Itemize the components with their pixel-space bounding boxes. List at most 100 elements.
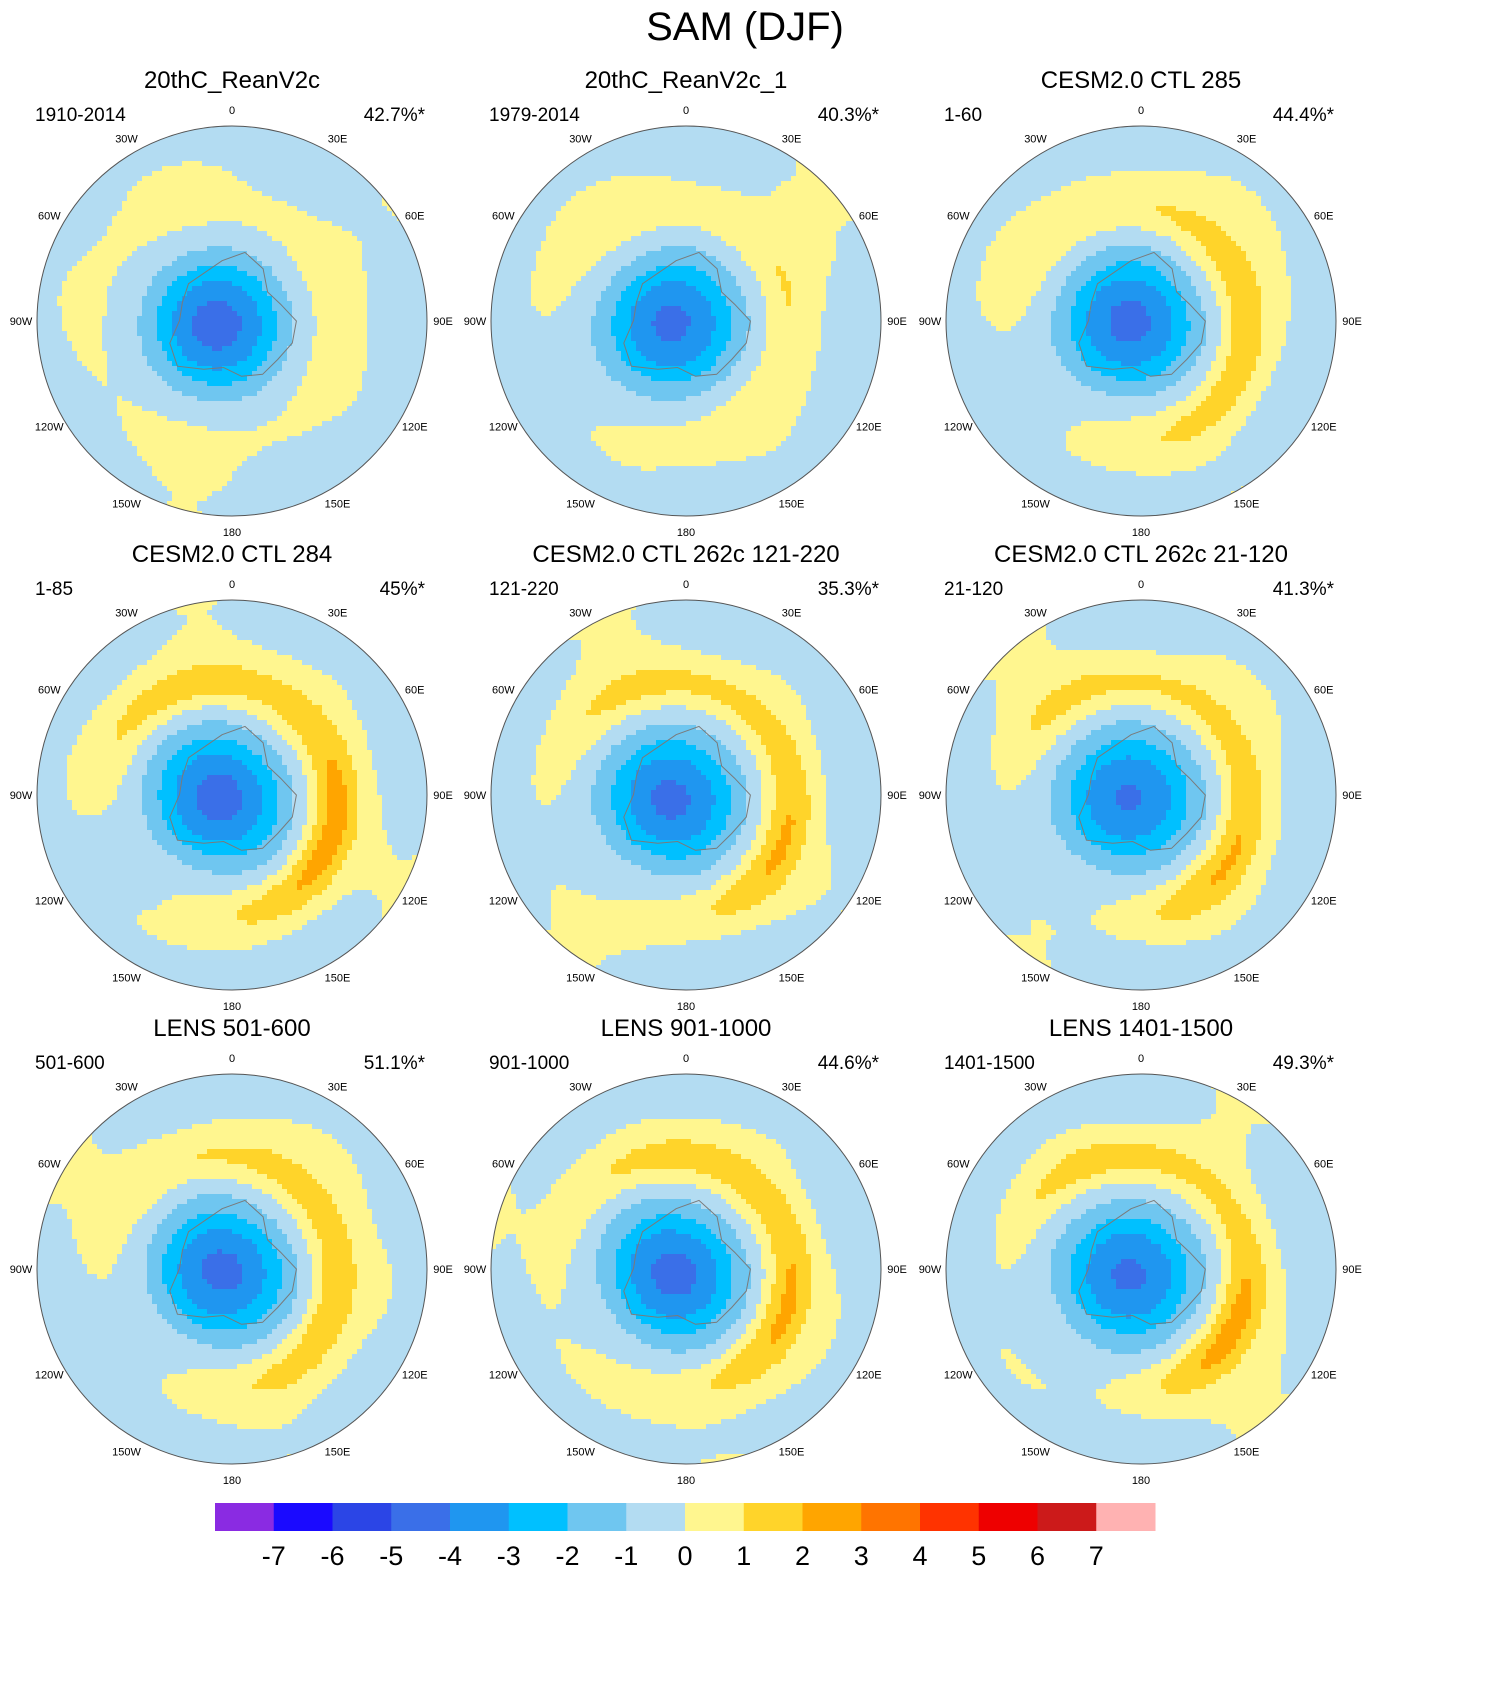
- longitude-label: 60E: [859, 211, 879, 223]
- longitude-label: 120W: [489, 1370, 518, 1382]
- map-boundary: [490, 1073, 882, 1465]
- longitude-label: 60E: [1314, 211, 1334, 223]
- longitude-label: 90E: [887, 316, 907, 328]
- longitude-label: 30E: [328, 607, 348, 619]
- sam-field: [491, 600, 881, 990]
- longitude-label: 30W: [569, 133, 592, 145]
- panel-period: 901-1000: [489, 1053, 569, 1074]
- longitude-label: 90W: [464, 790, 487, 802]
- longitude-label: 60W: [38, 1159, 61, 1171]
- longitude-label: 120W: [489, 422, 518, 434]
- longitude-label: 60W: [492, 685, 515, 697]
- longitude-label: 120W: [35, 1370, 64, 1382]
- antarctica-coastline: [1078, 251, 1206, 377]
- colorbar-label: 2: [795, 1541, 810, 1571]
- longitude-label: 120E: [1311, 422, 1337, 434]
- panel-variance: 40.3%*: [818, 105, 880, 126]
- longitude-label: 60W: [947, 211, 970, 223]
- longitude-label: 150E: [1234, 1447, 1260, 1459]
- longitude-label: 30W: [115, 607, 138, 619]
- colorbar-label: 6: [1030, 1541, 1045, 1571]
- colorbar: -7 -6 -5 -4 -3 -2 -1 0 1 2 3 4 5 6 7: [215, 1503, 1156, 1571]
- panel-variance: 45%*: [380, 579, 426, 600]
- panel-title: LENS 901-1000: [601, 1015, 772, 1042]
- antarctica-coastline: [623, 1199, 751, 1325]
- panel-period: 1-60: [944, 105, 982, 126]
- panel-title: 20thC_ReanV2c: [144, 67, 320, 94]
- colorbar-label: -3: [497, 1541, 521, 1571]
- longitude-label: 120W: [944, 422, 973, 434]
- panels-grid: 20thC_ReanV2c 1910-2014 42.7%* 0 30E 60E 90E 12…: [10, 67, 1362, 1487]
- longitude-label: 60E: [1314, 685, 1334, 697]
- figure-title: SAM (DJF): [646, 5, 844, 49]
- longitude-label: 180: [1132, 527, 1150, 539]
- longitude-label: 120E: [856, 422, 882, 434]
- colorbar-bin: [1096, 1503, 1156, 1531]
- longitude-label: 0: [1138, 579, 1144, 591]
- colorbar-bin: [332, 1503, 392, 1531]
- longitude-label: 150W: [566, 499, 595, 511]
- longitude-label: 30W: [569, 1081, 592, 1093]
- longitude-label: 90E: [1342, 1264, 1362, 1276]
- antarctica-coastline: [1078, 725, 1206, 851]
- colorbar-label: -6: [320, 1541, 344, 1571]
- longitude-label: 120E: [856, 1370, 882, 1382]
- colorbar-bin: [802, 1503, 862, 1531]
- panel-title: LENS 501-600: [153, 1015, 310, 1042]
- colorbar-bin: [743, 1503, 803, 1531]
- longitude-label: 0: [229, 1053, 235, 1065]
- longitude-label: 30E: [782, 607, 802, 619]
- longitude-label: 0: [683, 1053, 689, 1065]
- longitude-label: 90E: [433, 790, 453, 802]
- colorbar-bin: [978, 1503, 1038, 1531]
- sam-field: [491, 126, 881, 516]
- longitude-label: 60W: [947, 685, 970, 697]
- longitude-label: 30W: [1024, 1081, 1047, 1093]
- colorbar-bin: [273, 1503, 333, 1531]
- longitude-label: 30W: [1024, 133, 1047, 145]
- longitude-label: 180: [223, 1475, 241, 1487]
- sam-field: [946, 126, 1336, 516]
- map-boundary: [490, 599, 882, 991]
- panel-variance: 51.1%*: [364, 1053, 426, 1074]
- colorbar-label: -7: [262, 1541, 286, 1571]
- antarctica-coastline: [169, 725, 297, 851]
- colorbar-bin: [685, 1503, 745, 1531]
- panel-variance: 44.6%*: [818, 1053, 880, 1074]
- longitude-label: 30E: [328, 133, 348, 145]
- panel-title: LENS 1401-1500: [1049, 1015, 1233, 1042]
- panel-title: CESM2.0 CTL 262c 121-220: [532, 541, 839, 568]
- colorbar-bin: [1037, 1503, 1097, 1531]
- panel-title: 20thC_ReanV2c_1: [585, 67, 788, 94]
- map-panel: CESM2.0 CTL 285 1-60 44.4%* 0 30E 60E 90E 120E 1…: [919, 67, 1362, 539]
- panel-variance: 35.3%*: [818, 579, 880, 600]
- longitude-label: 30E: [782, 1081, 802, 1093]
- longitude-label: 150W: [112, 973, 141, 985]
- colorbar-bin: [508, 1503, 568, 1531]
- longitude-label: 60W: [38, 685, 61, 697]
- longitude-label: 120E: [402, 896, 428, 908]
- longitude-label: 90W: [464, 1264, 487, 1276]
- antarctica-coastline: [623, 251, 751, 377]
- longitude-label: 120W: [944, 1370, 973, 1382]
- map-panel: CESM2.0 CTL 262c 21-120 21-120 41.3%* 0 30E 6…: [919, 541, 1362, 1013]
- colorbar-label: 1: [736, 1541, 751, 1571]
- sam-field: [946, 1074, 1336, 1464]
- map-panel: LENS 1401-1500 1401-1500 49.3%* 0 30E 60E 90E 1…: [919, 1015, 1362, 1487]
- longitude-label: 30E: [1237, 607, 1257, 619]
- map-boundary: [945, 1073, 1337, 1465]
- longitude-label: 30W: [115, 1081, 138, 1093]
- longitude-label: 150W: [566, 973, 595, 985]
- panel-variance: 44.4%*: [1273, 105, 1335, 126]
- longitude-label: 0: [229, 579, 235, 591]
- panel-period: 1-85: [35, 579, 73, 600]
- longitude-label: 180: [223, 1001, 241, 1013]
- longitude-label: 30W: [115, 133, 138, 145]
- colorbar-label: -2: [555, 1541, 579, 1571]
- sam-field: [37, 126, 427, 516]
- longitude-label: 150E: [779, 499, 805, 511]
- longitude-label: 180: [1132, 1001, 1150, 1013]
- colorbar-bin: [391, 1503, 451, 1531]
- longitude-label: 90W: [464, 316, 487, 328]
